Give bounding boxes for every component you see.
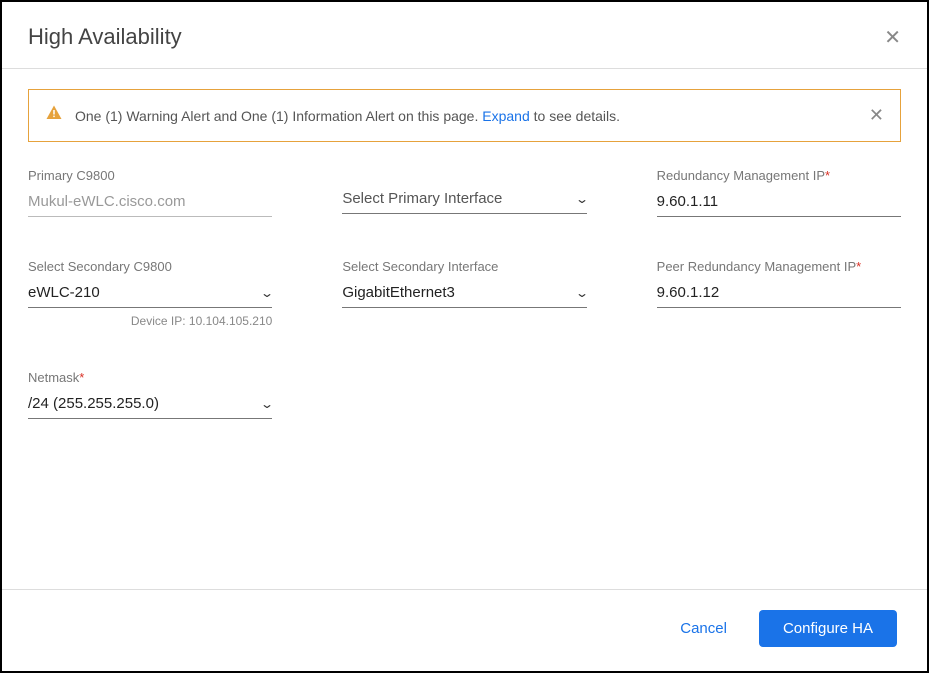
peer-redundancy-ip-label: Peer Redundancy Management IP*: [657, 259, 901, 274]
chevron-down-icon: ⌄: [260, 397, 274, 411]
alert-banner: One (1) Warning Alert and One (1) Inform…: [28, 89, 901, 142]
secondary-interface-field: Select Secondary Interface GigabitEthern…: [342, 259, 586, 328]
alert-text-after: to see details.: [530, 108, 620, 124]
dialog-footer: Cancel Configure HA: [2, 589, 927, 671]
secondary-interface-label: Select Secondary Interface: [342, 259, 586, 274]
primary-interface-field: Select Primary Interface ⌄: [342, 168, 586, 217]
chevron-down-icon: ⌄: [575, 192, 589, 206]
chevron-down-icon: ⌄: [575, 286, 589, 300]
netmask-label: Netmask*: [28, 370, 272, 385]
dialog-content: One (1) Warning Alert and One (1) Inform…: [2, 69, 927, 419]
netmask-select[interactable]: /24 (255.255.255.0) ⌄: [28, 391, 272, 419]
netmask-value: /24 (255.255.255.0): [28, 395, 159, 412]
secondary-interface-select[interactable]: GigabitEthernet3 ⌄: [342, 280, 586, 308]
primary-c9800-label: Primary C9800: [28, 168, 272, 183]
chevron-down-icon: ⌄: [260, 286, 274, 300]
netmask-field: Netmask* /24 (255.255.255.0) ⌄: [28, 370, 272, 419]
alert-text: One (1) Warning Alert and One (1) Inform…: [75, 108, 859, 124]
primary-interface-select[interactable]: Select Primary Interface ⌄: [342, 186, 586, 214]
alert-close-icon[interactable]: ✕: [859, 105, 884, 126]
dialog-header: High Availability ✕: [2, 2, 927, 68]
form-grid: Primary C9800 Mukul-eWLC.cisco.com Selec…: [28, 168, 901, 419]
close-icon[interactable]: ✕: [884, 25, 901, 50]
primary-c9800-value: Mukul-eWLC.cisco.com: [28, 189, 272, 217]
secondary-interface-value: GigabitEthernet3: [342, 284, 455, 301]
configure-ha-button[interactable]: Configure HA: [759, 610, 897, 647]
secondary-c9800-helper: Device IP: 10.104.105.210: [28, 314, 272, 328]
cancel-button[interactable]: Cancel: [680, 620, 727, 637]
required-indicator: *: [856, 259, 861, 274]
redundancy-ip-label: Redundancy Management IP*: [657, 168, 901, 183]
secondary-c9800-field: Select Secondary C9800 eWLC-210 ⌄ Device…: [28, 259, 272, 328]
dialog-title: High Availability: [28, 24, 182, 50]
peer-redundancy-ip-field: Peer Redundancy Management IP* 9.60.1.12: [657, 259, 901, 328]
required-indicator: *: [79, 370, 84, 385]
secondary-c9800-label: Select Secondary C9800: [28, 259, 272, 274]
warning-icon: [45, 104, 63, 127]
peer-redundancy-ip-input[interactable]: 9.60.1.12: [657, 280, 901, 308]
redundancy-ip-input[interactable]: 9.60.1.11: [657, 189, 901, 217]
primary-c9800-field: Primary C9800 Mukul-eWLC.cisco.com: [28, 168, 272, 217]
alert-text-before: One (1) Warning Alert and One (1) Inform…: [75, 108, 482, 124]
secondary-c9800-value: eWLC-210: [28, 284, 100, 301]
alert-expand-link[interactable]: Expand: [482, 108, 529, 124]
required-indicator: *: [825, 168, 830, 183]
secondary-c9800-select[interactable]: eWLC-210 ⌄: [28, 280, 272, 308]
primary-interface-placeholder: Select Primary Interface: [342, 190, 502, 207]
redundancy-ip-field: Redundancy Management IP* 9.60.1.11: [657, 168, 901, 217]
